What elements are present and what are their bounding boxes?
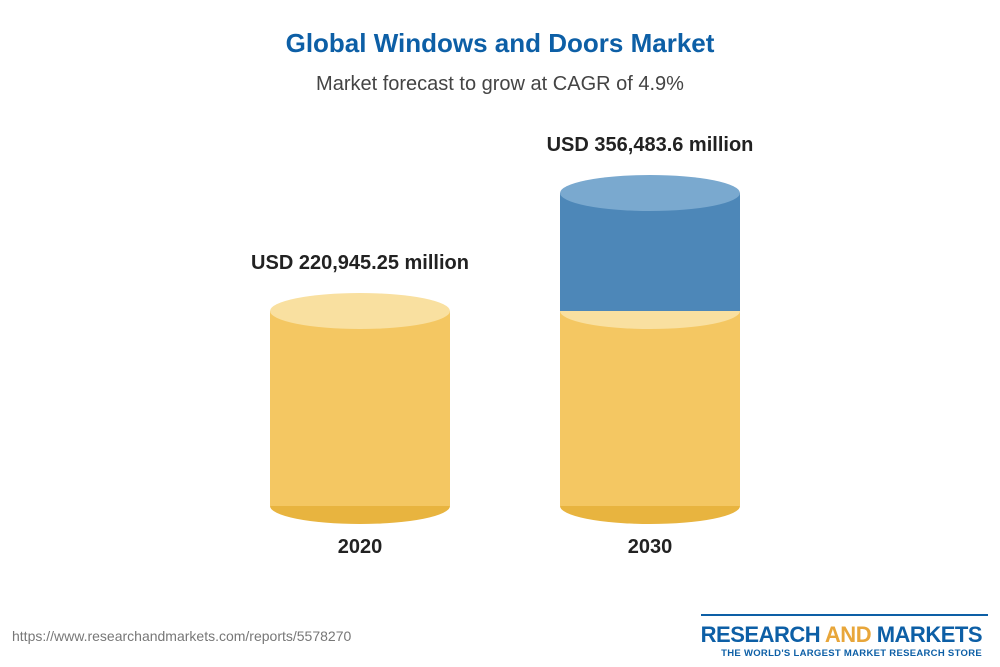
logo-word-3: MARKETS (877, 622, 982, 647)
footer: https://www.researchandmarkets.com/repor… (0, 609, 1000, 667)
bar-value-label: USD 220,945.25 million (251, 252, 469, 275)
cylinder-bar: USD 356,483.6 million2030 (560, 193, 740, 506)
chart-area: USD 220,945.25 million2020USD 356,483.6 … (0, 126, 1000, 566)
cylinder-segment (270, 311, 450, 506)
cylinder-bar: USD 220,945.25 million2020 (270, 311, 450, 506)
chart-title: Global Windows and Doors Market (0, 0, 1000, 59)
logo-word-1: RESEARCH (701, 622, 820, 647)
logo-text: RESEARCH AND MARKETS (701, 622, 982, 648)
cylinder-segment (560, 311, 740, 506)
bar-year-label: 2030 (628, 536, 673, 559)
logo-tagline: THE WORLD'S LARGEST MARKET RESEARCH STOR… (701, 648, 982, 659)
chart-subtitle: Market forecast to grow at CAGR of 4.9% (0, 59, 1000, 96)
bar-value-label: USD 356,483.6 million (547, 134, 754, 157)
logo: RESEARCH AND MARKETS THE WORLD'S LARGEST… (701, 614, 988, 659)
cylinder-top (560, 175, 740, 211)
source-url: https://www.researchandmarkets.com/repor… (12, 628, 351, 644)
cylinder-top (270, 293, 450, 329)
logo-word-2: AND (825, 622, 871, 647)
bar-year-label: 2020 (338, 536, 383, 559)
